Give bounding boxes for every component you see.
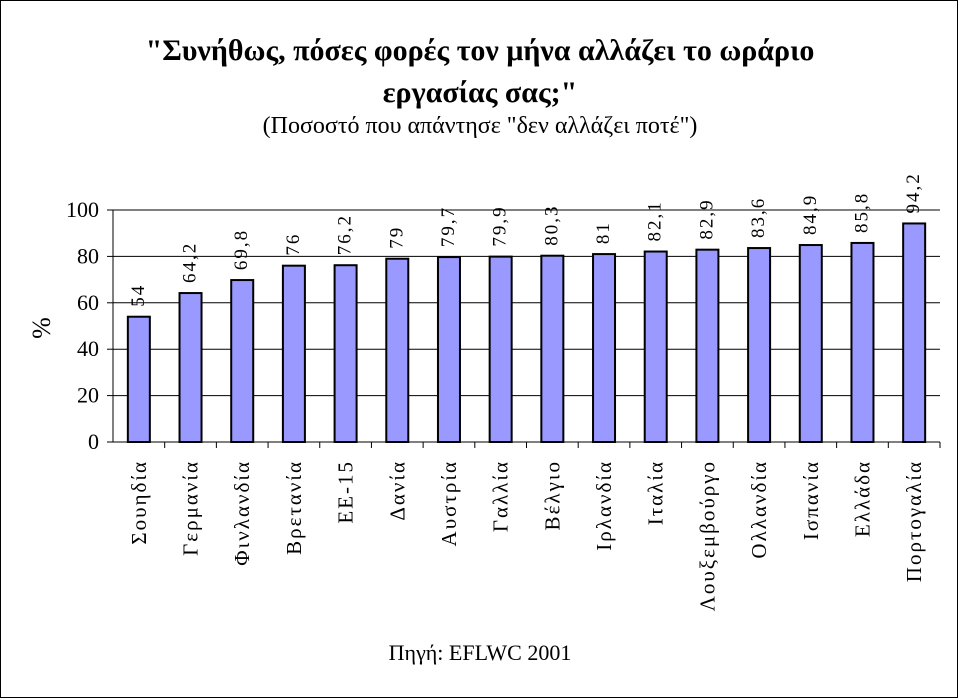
y-tick-label: 100 <box>66 197 99 222</box>
category-label: Ισπανία <box>799 460 823 540</box>
category-label: Γερμανία <box>179 460 203 556</box>
bar <box>126 315 151 443</box>
value-label: 82,1 <box>645 200 666 241</box>
category-label: Βέλγιο <box>540 460 564 530</box>
y-tick-label: 60 <box>77 290 99 315</box>
value-label: 80,3 <box>541 204 562 245</box>
value-label: 64,2 <box>180 242 201 283</box>
bar <box>385 257 410 443</box>
chart-source: Πηγή: EFLWC 2001 <box>388 640 572 665</box>
category-labels: Σουηδία Γερμανία Φινλανδία Βρετανία ΕΕ-15 Δαν… <box>127 460 926 611</box>
value-label: 79,7 <box>438 206 459 247</box>
category-label: Πορτογαλία <box>902 460 926 582</box>
category-label: Λουξεμβούργο <box>695 460 719 611</box>
bar <box>695 248 720 443</box>
value-label: 76 <box>283 233 304 256</box>
category-label: Ελλάδα <box>850 460 874 537</box>
value-label: 84,9 <box>800 194 821 235</box>
bar <box>592 253 617 443</box>
value-label: 81 <box>593 221 614 244</box>
value-label: 69,8 <box>231 229 252 270</box>
y-axis: 0 20 40 60 80 100 <box>66 197 941 454</box>
y-tick-label: 80 <box>77 243 99 268</box>
bar <box>643 250 668 443</box>
bars <box>126 222 927 444</box>
value-label: 79 <box>386 226 407 249</box>
value-labels: 54 64,2 69,8 76 76,2 79 79,7 79,9 80,3 81 82,1 82,9… <box>128 172 924 307</box>
category-label: Σουηδία <box>127 460 151 545</box>
category-label: Ολλανδία <box>747 460 771 559</box>
bar <box>333 264 358 443</box>
category-label: Βρετανία <box>282 460 306 555</box>
value-label: 82,9 <box>696 198 717 239</box>
value-label: 54 <box>128 284 149 307</box>
chart-title: "Συνήθως, πόσες φορές τον μήνα αλλάζει τ… <box>145 34 815 109</box>
bar <box>230 279 255 443</box>
category-label: Γαλλία <box>489 460 513 532</box>
category-label: ΕΕ-15 <box>334 460 358 524</box>
y-tick-label: 40 <box>77 336 99 361</box>
y-axis-label: % <box>27 317 56 339</box>
value-label: 94,2 <box>903 172 924 213</box>
y-tick-label: 0 <box>88 429 99 454</box>
bar <box>798 244 823 443</box>
value-label: 76,2 <box>335 214 356 255</box>
value-label: 79,9 <box>490 205 511 246</box>
chart-subtitle: (Ποσοστό που απάντησε "δεν αλλάζει ποτέ"… <box>262 113 698 139</box>
category-label: Φινλανδία <box>230 460 254 566</box>
bar <box>902 222 927 443</box>
bar <box>747 247 772 443</box>
category-label: Ιταλία <box>644 460 668 525</box>
bar <box>540 254 565 443</box>
bar <box>178 292 203 443</box>
value-label: 85,8 <box>851 192 872 233</box>
bar <box>850 241 875 443</box>
category-label: Ιρλανδία <box>592 460 616 551</box>
value-label: 83,6 <box>748 197 769 238</box>
category-label: Αυστρία <box>437 460 461 546</box>
category-label: Δανία <box>385 460 409 521</box>
bar <box>488 255 513 443</box>
bar <box>281 264 306 443</box>
bar <box>436 256 461 444</box>
y-tick-label: 20 <box>77 383 99 408</box>
